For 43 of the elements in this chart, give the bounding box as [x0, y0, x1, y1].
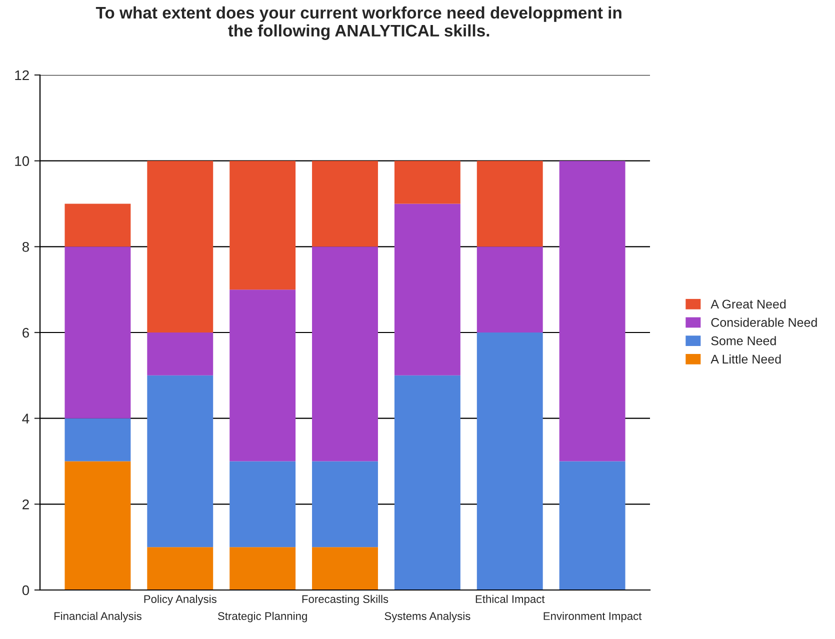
x-tick-label: Environment Impact: [544, 612, 642, 622]
y-tick-label: 6: [22, 328, 29, 338]
bar: [230, 547, 296, 590]
bar: [394, 160, 460, 204]
bar: [230, 461, 296, 548]
y-tick-label: 12: [15, 70, 29, 80]
legend-label: Some Need: [711, 336, 776, 346]
bar: [476, 246, 543, 332]
chart-title: To what extent does your current workforce need developpment in the following ANALYTICAL skills.: [96, 6, 622, 40]
bar: [476, 332, 543, 590]
x-tick-label: Systems Analysis: [384, 612, 470, 622]
bar: [147, 375, 214, 548]
legend-label: Considerable Need: [711, 318, 817, 327]
bar: [312, 246, 378, 462]
bar: [394, 204, 460, 376]
x-tick-label: Strategic Planning: [218, 612, 307, 622]
bar: [147, 547, 214, 590]
y-tick-label: 2: [22, 500, 29, 510]
y-tick-label: 8: [22, 242, 29, 252]
legend-label: A Great Need: [710, 299, 786, 309]
bar: [64, 204, 131, 247]
bar: [559, 461, 626, 590]
bar: [64, 246, 131, 418]
bar: [312, 461, 378, 548]
bar: [230, 290, 296, 462]
x-tick-label: Forecasting Skills: [302, 594, 388, 606]
y-tick-label: 10: [15, 156, 30, 166]
bar: [230, 160, 296, 290]
bar: [559, 160, 626, 462]
x-tick-label: Policy Analysis: [144, 594, 216, 606]
bar: [64, 418, 131, 462]
y-tick-label: 0: [22, 585, 30, 596]
x-tick-label: Financial Analysis: [54, 612, 142, 622]
bar: [476, 160, 543, 247]
bar: [147, 332, 214, 376]
x-tick-label: Ethical Impact: [476, 594, 545, 606]
bar: [147, 160, 214, 332]
bar: [394, 375, 460, 590]
bar: [312, 547, 378, 590]
legend-label: A Little Need: [710, 354, 781, 364]
bar: [312, 160, 378, 247]
y-tick-label: 4: [22, 414, 30, 424]
bar: [64, 461, 131, 590]
